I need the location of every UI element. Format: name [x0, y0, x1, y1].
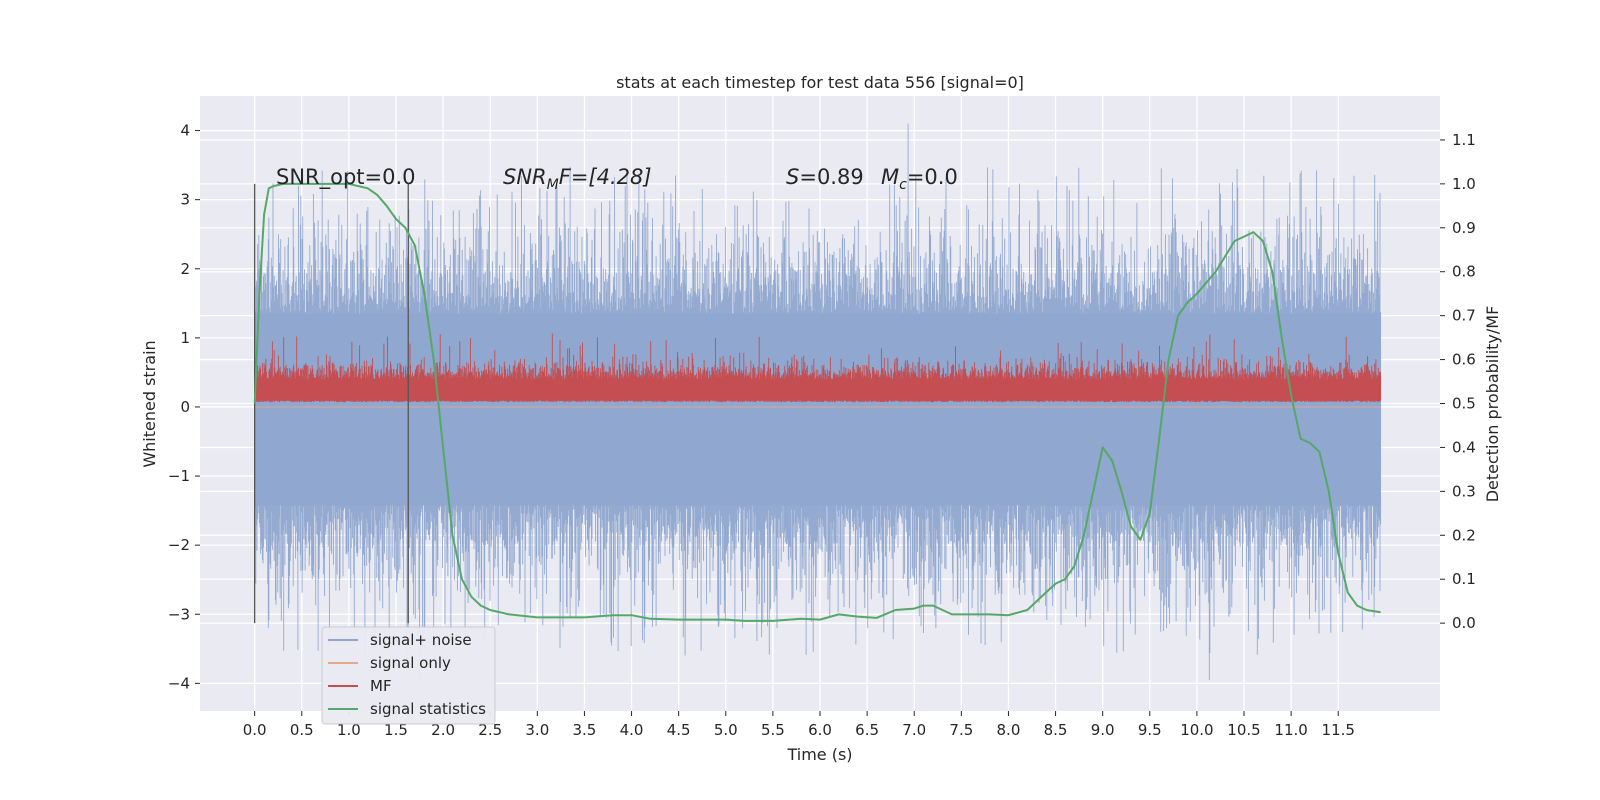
x-tick-label-3: 1.5 — [384, 721, 408, 739]
annotation-mc: Mc=0.0 — [881, 165, 958, 193]
y-right-tick-label-11: 0.0 — [1452, 614, 1476, 632]
y-right-tick-label-1: 1.0 — [1452, 175, 1476, 193]
x-tick-label-21: 10.5 — [1227, 721, 1260, 739]
x-tick-label-11: 5.5 — [761, 721, 785, 739]
y-right-tick-label-6: 0.5 — [1452, 395, 1476, 413]
y-right-tick-label-5: 0.6 — [1452, 351, 1476, 369]
x-tick-label-8: 4.0 — [620, 721, 644, 739]
y-axis-right-ticks: 1.1 1.0 0.9 0.8 0.7 0.6 0.5 0.4 0.3 0.2 0.1 0.0 — [1440, 131, 1476, 632]
y-left-tick-label-1: 3 — [180, 191, 190, 209]
x-tick-label-10: 5.0 — [714, 721, 738, 739]
legend-label-signal-only: signal only — [370, 654, 451, 672]
y-left-tick-label-8: −4 — [168, 674, 190, 692]
legend-label-signal-statistics: signal statistics — [370, 700, 486, 718]
series-signal-plus-noise — [254, 123, 1382, 680]
legend-label-mf: MF — [370, 677, 392, 695]
x-tick-label-20: 10.0 — [1180, 721, 1213, 739]
mc-base: M — [881, 165, 899, 189]
legend: signal+ noise signal only MF signal stat… — [321, 626, 496, 725]
y-right-tick-label-10: 0.1 — [1452, 570, 1476, 588]
x-tick-label-17: 8.5 — [1044, 721, 1068, 739]
x-tick-label-23: 11.5 — [1322, 721, 1355, 739]
signal-statistics-line — [253, 182, 1381, 622]
snr-mf-sub: M — [547, 177, 559, 193]
y-axis-left-label: Whitened strain — [140, 340, 159, 467]
x-tick-label-2: 1.0 — [337, 721, 361, 739]
y-right-tick-label-8: 0.3 — [1452, 482, 1476, 500]
mc-sub: c — [899, 177, 907, 193]
x-axis-ticks: 0.0 0.5 1.0 1.5 2.0 2.5 3.0 3.5 4.0 4.5 5.0 5.5 6.0 6… — [243, 711, 1355, 739]
x-tick-label-9: 4.5 — [667, 721, 691, 739]
s-value: =0.89 — [799, 165, 863, 189]
snr-mf-base: SNR — [503, 165, 547, 189]
x-tick-label-16: 8.0 — [997, 721, 1021, 739]
x-tick-label-19: 9.5 — [1138, 721, 1162, 739]
x-axis-label: Time (s) — [786, 745, 852, 764]
y-left-tick-label-0: 4 — [180, 122, 190, 140]
chart-title: stats at each timestep for test data 556… — [616, 73, 1024, 92]
y-right-tick-label-4: 0.7 — [1452, 307, 1476, 325]
x-tick-label-4: 2.0 — [431, 721, 455, 739]
x-tick-label-6: 3.0 — [525, 721, 549, 739]
x-tick-label-5: 2.5 — [478, 721, 502, 739]
vertical-markers — [254, 183, 409, 624]
series-signal-statistics — [253, 182, 1381, 622]
x-tick-label-14: 7.0 — [902, 721, 926, 739]
x-tick-label-22: 11.0 — [1274, 721, 1307, 739]
annotation-s: S=0.89 — [786, 165, 864, 189]
y-left-tick-label-7: −3 — [168, 605, 190, 623]
y-right-tick-label-0: 1.1 — [1452, 131, 1476, 149]
y-left-tick-label-2: 2 — [180, 260, 190, 278]
legend-label-signal-plus-noise: signal+ noise — [370, 631, 472, 649]
annotation-snr-opt: SNR_opt=0.0 — [276, 165, 416, 190]
y-left-tick-label-5: −1 — [168, 467, 190, 485]
x-tick-label-13: 6.5 — [855, 721, 879, 739]
snr-mf-rest-prefix: F=[4.28] — [559, 165, 652, 189]
x-tick-label-0: 0.0 — [243, 721, 267, 739]
y-left-tick-label-4: 0 — [180, 398, 190, 416]
x-tick-label-18: 9.0 — [1091, 721, 1115, 739]
y-right-tick-label-2: 0.9 — [1452, 219, 1476, 237]
y-right-tick-label-7: 0.4 — [1452, 438, 1476, 456]
y-left-tick-label-6: −2 — [168, 536, 190, 554]
annotation-snr-mf: SNRMF=[4.28] — [503, 165, 652, 193]
y-axis-left-ticks: 4 3 2 1 0 −1 −2 −3 −4 — [168, 122, 200, 692]
s-name: S — [786, 165, 799, 189]
mc-value: =0.0 — [907, 165, 958, 189]
x-tick-label-7: 3.5 — [573, 721, 597, 739]
y-right-tick-label-3: 0.8 — [1452, 263, 1476, 281]
x-tick-label-1: 0.5 — [290, 721, 314, 739]
x-tick-label-15: 7.5 — [949, 721, 973, 739]
x-tick-label-12: 6.0 — [808, 721, 832, 739]
y-right-tick-label-9: 0.2 — [1452, 526, 1476, 544]
y-axis-right-label: Detection probability/MF — [1483, 306, 1502, 503]
y-left-tick-label-3: 1 — [180, 329, 190, 347]
legend-box — [321, 626, 496, 725]
